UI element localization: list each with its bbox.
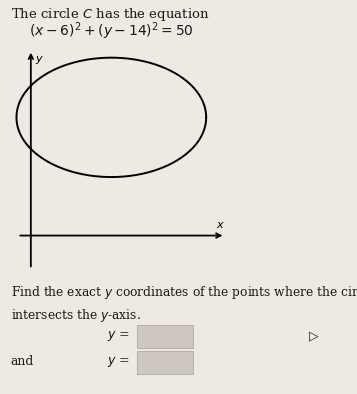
Text: $y$: $y$ [35,54,44,66]
Text: ▷: ▷ [310,329,319,342]
Text: $y$ =: $y$ = [107,329,130,343]
Text: $(x-6)^2 + (y-14)^2 = 50$: $(x-6)^2 + (y-14)^2 = 50$ [29,20,193,42]
Text: Find the exact $y$ coordinates of the points where the circle $C$
intersects the: Find the exact $y$ coordinates of the po… [11,284,357,325]
Text: $y$ =: $y$ = [107,355,130,369]
Text: and: and [11,355,34,368]
Text: $x$: $x$ [216,221,225,230]
Text: The circle $C$ has the equation: The circle $C$ has the equation [11,6,209,23]
